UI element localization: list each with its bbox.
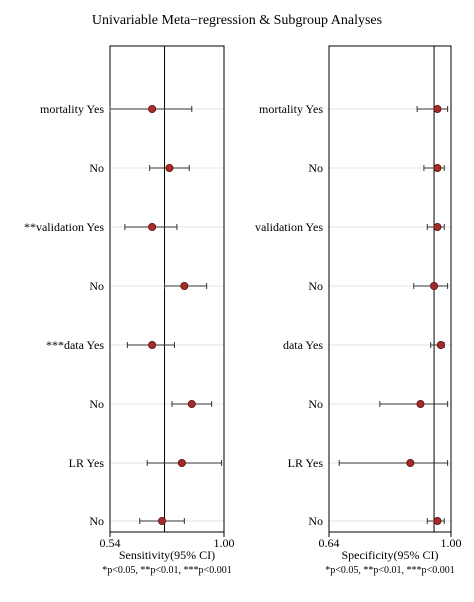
row-label: No: [308, 514, 323, 528]
point-estimate: [148, 340, 157, 349]
row-label: LR Yes: [69, 456, 105, 470]
row-label: No: [308, 397, 323, 411]
row-label: mortality Yes: [40, 102, 104, 116]
point-estimate: [165, 163, 174, 172]
footnote: *p<0.05, **p<0.01, ***p<0.001: [325, 565, 454, 576]
row-label: LR Yes: [288, 456, 324, 470]
sensitivity-panel: mortality Yes No **validation Yes No ***data…: [24, 45, 235, 576]
x-tick-label: 0.54: [100, 536, 121, 550]
point-estimate: [416, 399, 425, 408]
row-label: No: [89, 279, 104, 293]
row-label: No: [308, 161, 323, 175]
point-estimate: [148, 222, 157, 231]
row-label: validation Yes: [255, 220, 323, 234]
point-estimate: [180, 281, 189, 290]
figure-title: Univariable Meta−regression & Subgroup A…: [92, 13, 382, 28]
point-estimate: [433, 163, 442, 172]
row-label: **validation Yes: [24, 220, 104, 234]
point-estimate: [433, 105, 442, 114]
x-tick-label: 1.00: [441, 536, 462, 550]
plot-frame: [328, 45, 452, 533]
point-estimate: [148, 105, 157, 114]
x-axis-label: Specificity(95% CI): [342, 548, 439, 562]
point-estimate: [430, 281, 439, 290]
point-estimate: [158, 517, 167, 526]
row-label: No: [89, 514, 104, 528]
point-estimate: [187, 399, 196, 408]
plot-frame: [109, 45, 225, 533]
specificity-panel: mortality Yes No validation Yes No data Yes N…: [255, 45, 462, 576]
point-estimate: [436, 340, 445, 349]
point-estimate: [433, 517, 442, 526]
point-estimate: [177, 458, 186, 467]
point-estimate: [433, 222, 442, 231]
row-label: data Yes: [283, 338, 323, 352]
row-label: No: [89, 397, 104, 411]
x-tick-label: 0.64: [319, 536, 340, 550]
point-estimate: [406, 458, 415, 467]
x-tick-label: 1.00: [214, 536, 235, 550]
row-label: mortality Yes: [259, 102, 323, 116]
row-label: No: [308, 279, 323, 293]
row-label: No: [89, 161, 104, 175]
row-label: ***data Yes: [46, 338, 104, 352]
footnote: *p<0.05, **p<0.01, ***p<0.001: [102, 565, 231, 576]
x-axis-label: Sensitivity(95% CI): [119, 548, 215, 562]
